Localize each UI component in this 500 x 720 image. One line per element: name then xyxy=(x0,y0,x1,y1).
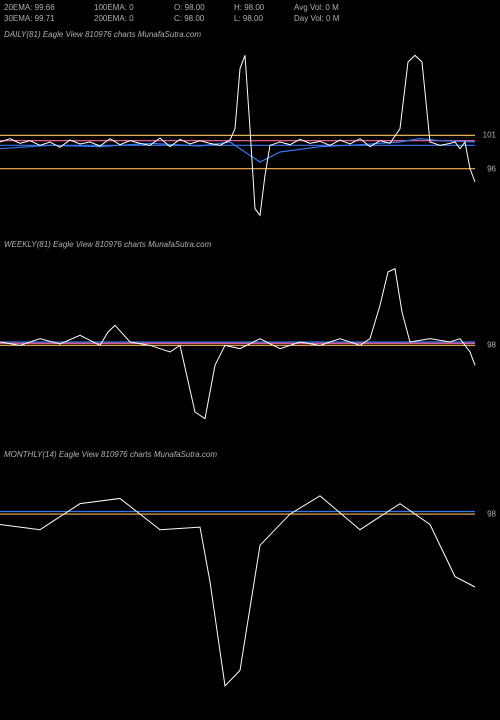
chart-title-0: DAILY(81) Eagle View 810976 charts Munaf… xyxy=(4,30,201,39)
ema200-stat: 200EMA: 0 xyxy=(94,13,174,24)
open-stat: O: 98.00 xyxy=(174,2,234,13)
chart-panel-1 xyxy=(0,252,500,432)
ema100-stat: 100EMA: 0 xyxy=(94,2,174,13)
chart-svg-1 xyxy=(0,252,500,432)
chart-title-1: WEEKLY(81) Eagle View 810976 charts Muna… xyxy=(4,240,211,249)
indicator-varying-line xyxy=(0,139,475,162)
close-stat: C: 98.00 xyxy=(174,13,234,24)
chart-svg-0 xyxy=(0,42,500,222)
avgvol-stat: Avg Vol: 0 M xyxy=(294,2,374,13)
price-line xyxy=(0,496,475,686)
ema30-stat: 30EMA: 99.71 xyxy=(4,13,94,24)
high-stat: H: 98.00 xyxy=(234,2,294,13)
header-stats: 20EMA: 99.66 100EMA: 0 O: 98.00 H: 98.00… xyxy=(4,2,374,24)
chart-svg-2 xyxy=(0,462,500,712)
chart-panel-2 xyxy=(0,462,500,712)
chart-title-2: MONTHLY(14) Eagle View 810976 charts Mun… xyxy=(4,450,217,459)
low-stat: L: 98.00 xyxy=(234,13,294,24)
ema20-stat: 20EMA: 99.66 xyxy=(4,2,94,13)
chart-panel-0 xyxy=(0,42,500,222)
dayvol-stat: Day Vol: 0 M xyxy=(294,13,374,24)
